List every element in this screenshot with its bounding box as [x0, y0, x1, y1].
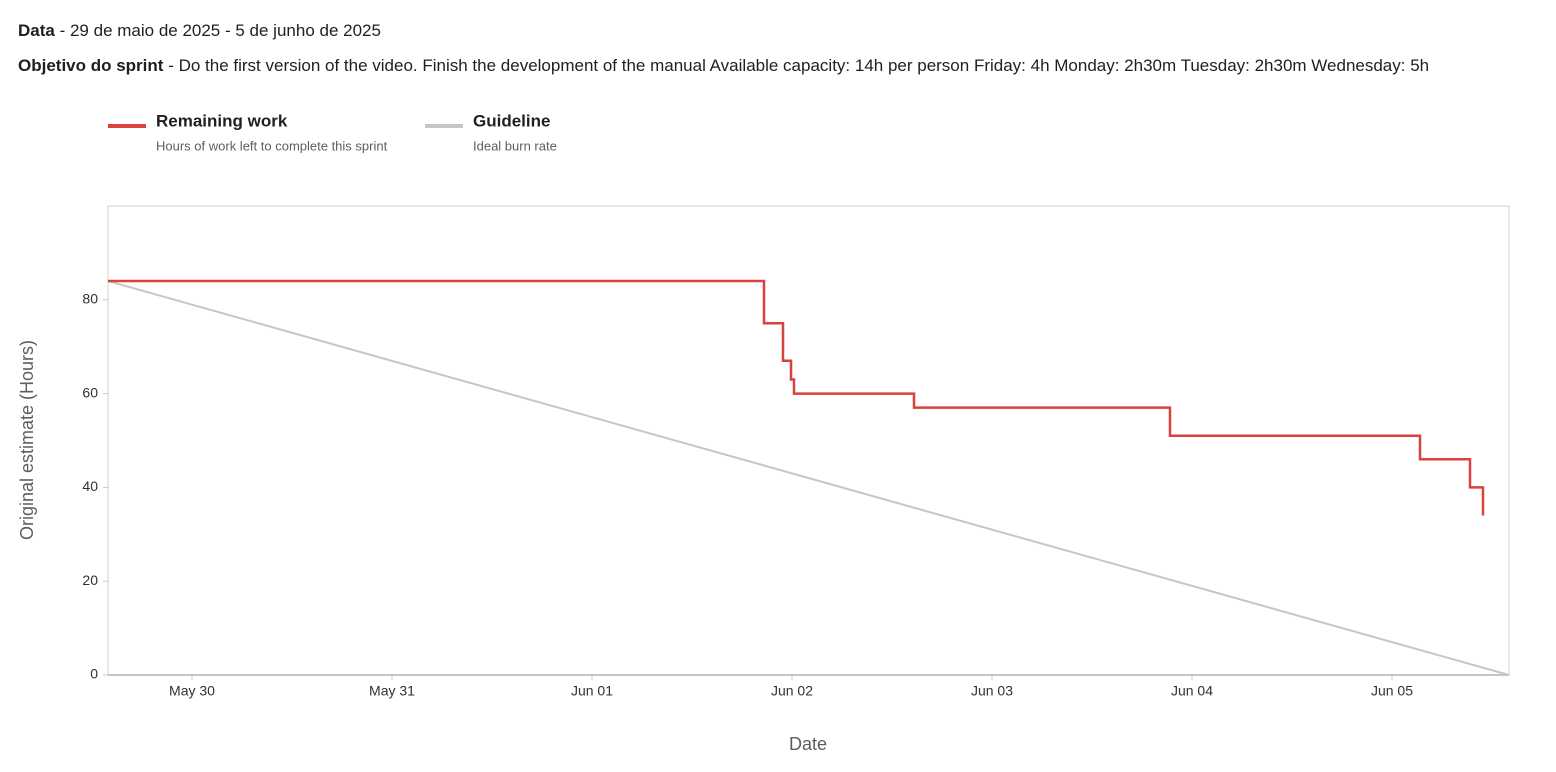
series-line — [108, 279, 1485, 516]
x-tick-label: May 31 — [369, 683, 415, 699]
legend-label: Remaining work — [156, 111, 288, 130]
x-tick-label: Jun 04 — [1171, 683, 1213, 699]
date-label: Data — [18, 21, 55, 40]
y-tick-label: 40 — [82, 478, 98, 494]
y-tick-label: 80 — [82, 291, 98, 307]
x-tick-label: May 30 — [169, 683, 215, 699]
series-line — [107, 280, 1510, 676]
y-tick-label: 0 — [90, 666, 98, 682]
plot-frame — [107, 205, 1510, 676]
x-tick-label: Jun 01 — [571, 683, 613, 699]
goal-value: - Do the first version of the video. Fin… — [168, 56, 1430, 75]
legend-description: Hours of work left to complete this spri… — [156, 138, 388, 153]
y-axis-label: Original estimate (Hours) — [17, 340, 37, 540]
goal-label: Objetivo do sprint — [18, 56, 164, 75]
y-tick-label: 60 — [82, 384, 98, 400]
date-value: - 29 de maio de 2025 - 5 de junho de 202… — [59, 21, 381, 40]
x-tick-label: Jun 03 — [971, 683, 1013, 699]
date-row: Data - 29 de maio de 2025 - 5 de junho d… — [18, 21, 381, 41]
legend-label: Guideline — [473, 111, 550, 130]
x-axis-label: Date — [789, 734, 827, 754]
legend-description: Ideal burn rate — [473, 138, 557, 153]
x-tick-label: Jun 05 — [1371, 683, 1413, 699]
goal-row: Objetivo do sprint - Do the first versio… — [18, 56, 1429, 76]
y-tick-label: 20 — [82, 572, 98, 588]
x-tick-label: Jun 02 — [771, 683, 813, 699]
